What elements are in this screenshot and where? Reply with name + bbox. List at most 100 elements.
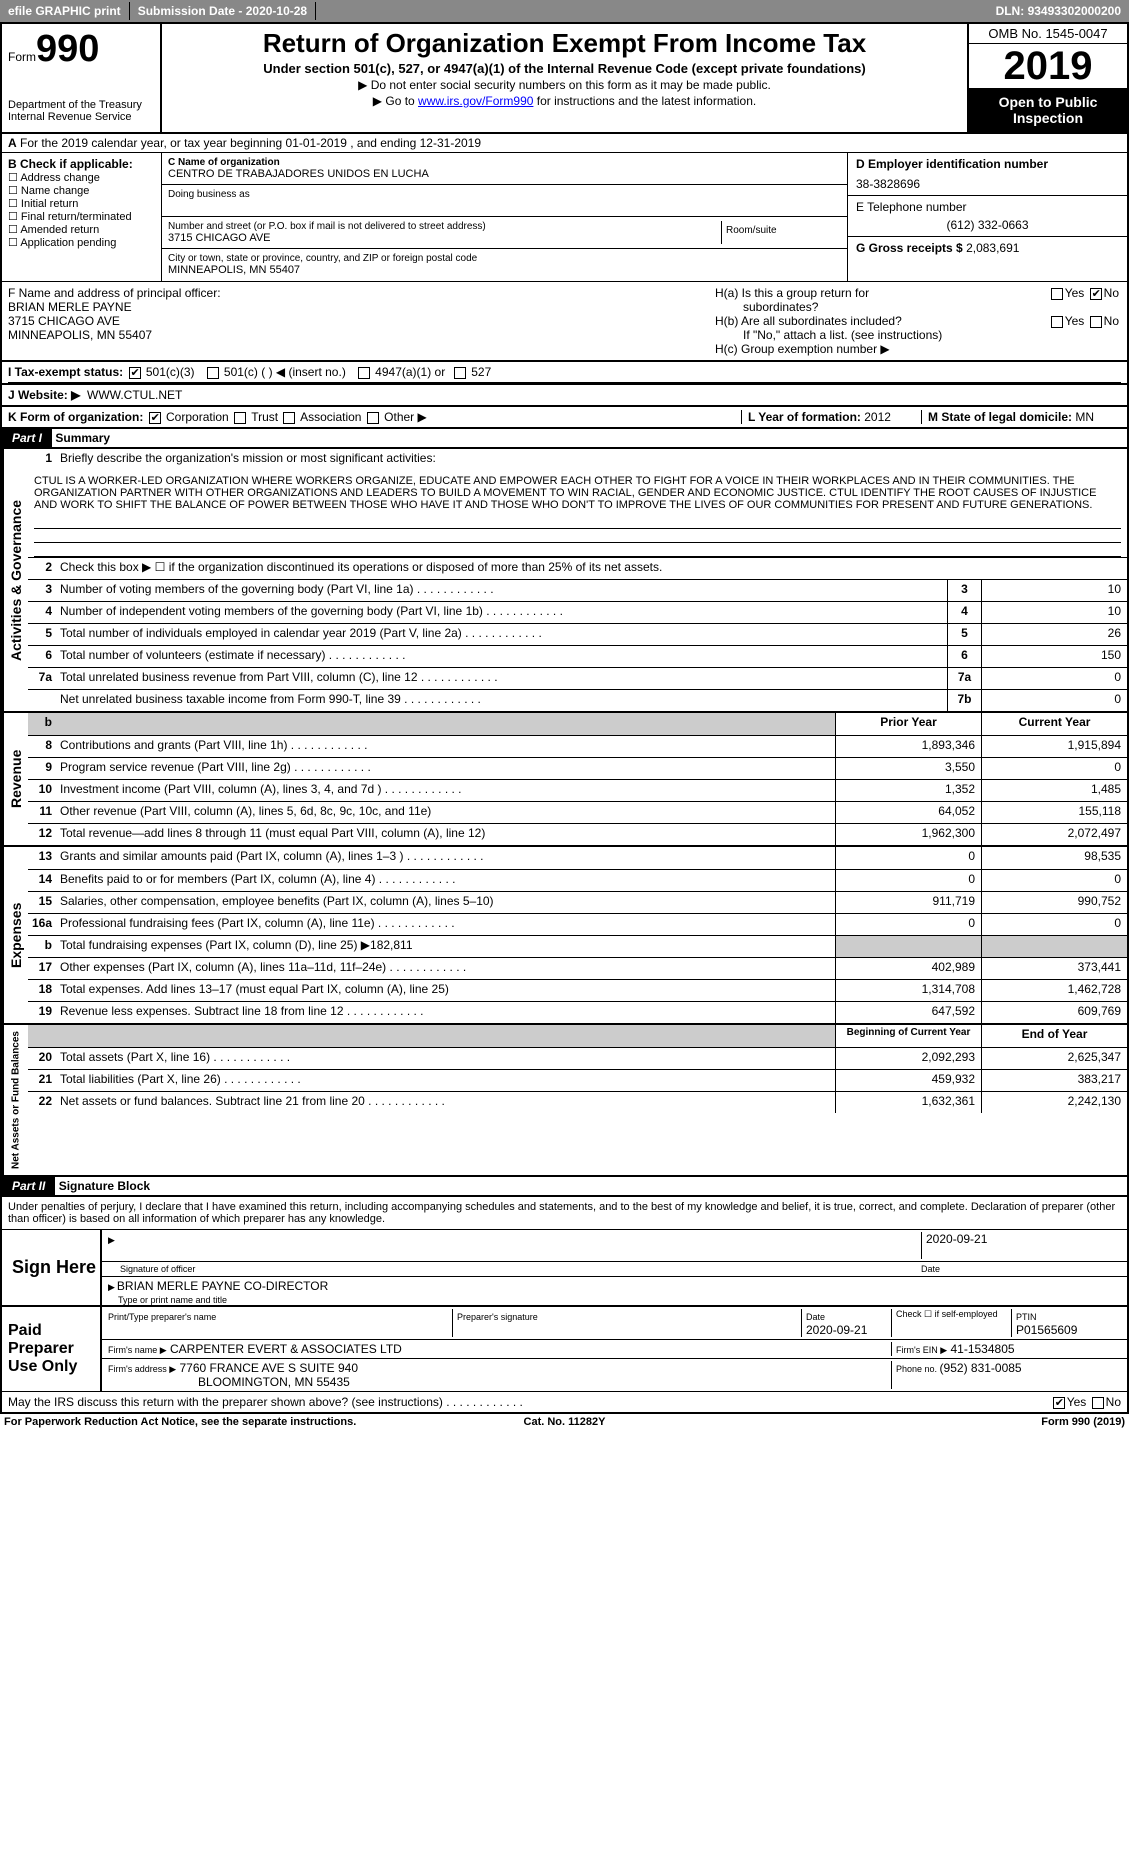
p14: 0 <box>835 870 981 891</box>
cb-527[interactable] <box>454 367 466 379</box>
form-header: Form990 Department of the Treasury Inter… <box>0 24 1129 134</box>
discuss-row: May the IRS discuss this return with the… <box>2 1392 1127 1412</box>
page-footer: For Paperwork Reduction Act Notice, see … <box>0 1414 1129 1430</box>
cb-assoc[interactable] <box>283 412 295 424</box>
officer-addr1: 3715 CHICAGO AVE <box>8 314 701 328</box>
officer-sig-name: BRIAN MERLE PAYNE CO-DIRECTOR <box>117 1279 328 1293</box>
v16b: 182,811 <box>370 938 413 952</box>
hb-yes-cb[interactable] <box>1051 316 1063 328</box>
cb-address-change[interactable]: ☐ Address change <box>8 171 155 184</box>
cb-501c[interactable] <box>207 367 219 379</box>
p9: 3,550 <box>835 758 981 779</box>
firm-addr2: BLOOMINGTON, MN 55435 <box>198 1375 350 1389</box>
sec-c: C Name of organization CENTRO DE TRABAJA… <box>162 153 847 281</box>
sec-b: B Check if applicable: ☐ Address change … <box>2 153 162 281</box>
form-word: Form <box>8 50 36 64</box>
cb-corp[interactable] <box>149 412 161 424</box>
footer-left: For Paperwork Reduction Act Notice, see … <box>4 1416 356 1428</box>
firm-addr1: 7760 FRANCE AVE S SUITE 940 <box>180 1361 359 1375</box>
gross-receipts-lbl: G Gross receipts $ <box>856 241 966 255</box>
open-inspection: Open to Public Inspection <box>969 88 1127 132</box>
section-header-block: A For the 2019 calendar year, or tax yea… <box>0 134 1129 362</box>
p13: 0 <box>835 847 981 869</box>
p20: 2,092,293 <box>835 1048 981 1069</box>
cb-name-change[interactable]: ☐ Name change <box>8 184 155 197</box>
p8: 1,893,346 <box>835 736 981 757</box>
cb-amended[interactable]: ☐ Amended return <box>8 223 155 236</box>
omb-number: OMB No. 1545-0047 <box>969 24 1127 44</box>
efile-label: efile GRAPHIC print <box>0 2 130 20</box>
c11: 155,118 <box>981 802 1127 823</box>
sec-a: A For the 2019 calendar year, or tax yea… <box>2 134 1127 153</box>
cb-final-return[interactable]: ☐ Final return/terminated <box>8 210 155 223</box>
hc-lbl: H(c) Group exemption number ▶ <box>715 342 1119 356</box>
firm-ein: 41-1534805 <box>950 1342 1014 1356</box>
sign-here-lbl: Sign Here <box>2 1230 102 1305</box>
dba-lbl: Doing business as <box>168 189 841 200</box>
addr-lbl: Number and street (or P.O. box if mail i… <box>168 221 721 232</box>
c15: 990,752 <box>981 892 1127 913</box>
cb-application-pending[interactable]: ☐ Application pending <box>8 236 155 249</box>
c12: 2,072,497 <box>981 824 1127 845</box>
street-address: 3715 CHICAGO AVE <box>168 232 721 244</box>
topbar: efile GRAPHIC print Submission Date - 20… <box>0 0 1129 24</box>
p10: 1,352 <box>835 780 981 801</box>
website: WWW.CTUL.NET <box>87 388 182 402</box>
signature-block: Under penalties of perjury, I declare th… <box>0 1197 1129 1414</box>
form-note1: ▶ Do not enter social security numbers o… <box>166 78 963 92</box>
part2-header: Part II Signature Block <box>0 1177 1129 1197</box>
cb-trust[interactable] <box>234 412 246 424</box>
year-formation: 2012 <box>864 410 891 424</box>
tax-year: 2019 <box>969 44 1127 88</box>
footer-right: Form 990 (2019) <box>1041 1416 1125 1428</box>
c14: 0 <box>981 870 1127 891</box>
tel-lbl: E Telephone number <box>856 200 1119 214</box>
ha-yes-cb[interactable] <box>1051 288 1063 300</box>
org-name-lbl: C Name of organization <box>168 157 841 168</box>
sec-j: J Website: ▶ WWW.CTUL.NET <box>0 385 1129 407</box>
irs-link[interactable]: www.irs.gov/Form990 <box>418 94 533 108</box>
sec-f: F Name and address of principal officer:… <box>2 282 707 360</box>
c19: 609,769 <box>981 1002 1127 1023</box>
city-lbl: City or town, state or province, country… <box>168 253 841 264</box>
form-note2: ▶ Go to www.irs.gov/Form990 for instruct… <box>166 94 963 108</box>
room-suite-lbl: Room/suite <box>721 221 841 244</box>
dept-treasury: Department of the Treasury Internal Reve… <box>8 99 154 123</box>
city-state-zip: MINNEAPOLIS, MN 55407 <box>168 264 841 276</box>
hb-no-cb[interactable] <box>1090 316 1102 328</box>
v6: 150 <box>981 646 1127 667</box>
part1-header: Part I Summary <box>0 429 1129 449</box>
form-title: Return of Organization Exempt From Incom… <box>166 28 963 59</box>
ptin: P01565609 <box>1016 1323 1077 1337</box>
cb-501c3[interactable] <box>129 367 141 379</box>
sec-i-j: I Tax-exempt status: 501(c)(3) 501(c) ( … <box>0 362 1129 385</box>
form-subtitle: Under section 501(c), 527, or 4947(a)(1)… <box>166 61 963 76</box>
net-label: Net Assets or Fund Balances <box>2 1025 28 1175</box>
discuss-no-cb[interactable] <box>1092 1397 1104 1409</box>
cb-other[interactable] <box>367 412 379 424</box>
v7b: 0 <box>981 690 1127 711</box>
prep-date: 2020-09-21 <box>806 1323 867 1337</box>
cb-initial-return[interactable]: ☐ Initial return <box>8 197 155 210</box>
sec-d: D Employer identification number 38-3828… <box>847 153 1127 281</box>
p17: 402,989 <box>835 958 981 979</box>
c17: 373,441 <box>981 958 1127 979</box>
actgov-label: Activities & Governance <box>2 449 28 711</box>
c9: 0 <box>981 758 1127 779</box>
firm-phone: (952) 831-0085 <box>940 1361 1022 1375</box>
p19: 647,592 <box>835 1002 981 1023</box>
officer-addr2: MINNEAPOLIS, MN 55407 <box>8 328 701 342</box>
activities-governance: Activities & Governance 1Briefly describ… <box>0 449 1129 713</box>
p18: 1,314,708 <box>835 980 981 1001</box>
cb-4947[interactable] <box>358 367 370 379</box>
expenses-section: Expenses 13Grants and similar amounts pa… <box>0 847 1129 1025</box>
ha-no-cb[interactable] <box>1090 288 1102 300</box>
sig-date: 2020-09-21 <box>926 1232 987 1246</box>
paid-preparer-lbl: Paid Preparer Use Only <box>2 1307 102 1391</box>
exp-label: Expenses <box>2 847 28 1023</box>
ein-lbl: D Employer identification number <box>856 157 1119 171</box>
c21: 383,217 <box>981 1070 1127 1091</box>
discuss-yes-cb[interactable] <box>1053 1397 1065 1409</box>
p22: 1,632,361 <box>835 1092 981 1113</box>
c8: 1,915,894 <box>981 736 1127 757</box>
